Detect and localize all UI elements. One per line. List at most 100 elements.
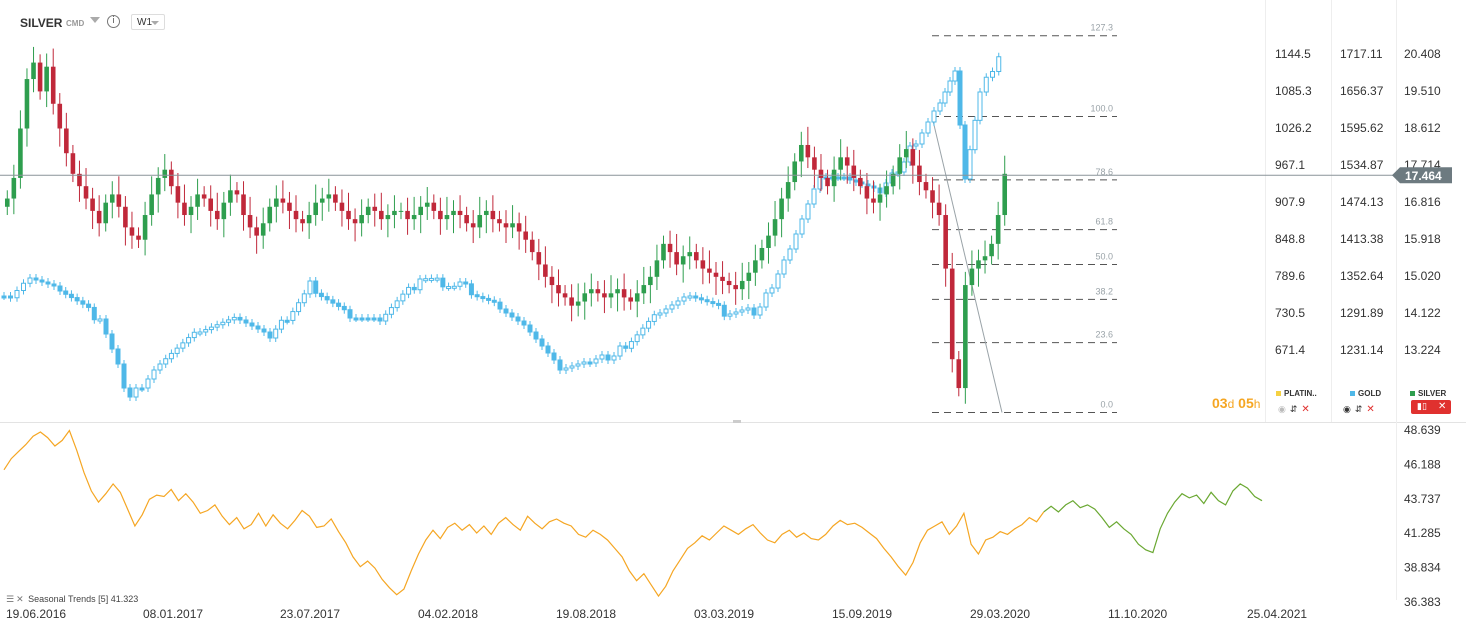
gold-candle	[243, 319, 249, 324]
gold-candle	[91, 306, 97, 321]
legend-platinum-swatch	[1276, 391, 1281, 397]
gold-candle	[103, 318, 109, 335]
x-axis-tick-label: 04.02.2018	[418, 607, 478, 621]
silver-candle	[785, 182, 791, 199]
candlestick-icon[interactable]: ▮▯	[1417, 402, 1427, 412]
gold-candle	[214, 324, 220, 328]
silver-candle	[208, 198, 214, 211]
close-icon[interactable]: ✕	[1301, 404, 1310, 415]
instrument-symbol[interactable]: SILVER	[20, 16, 63, 30]
silver-candle	[923, 182, 929, 191]
gold-candle	[669, 304, 675, 310]
gold-candle	[296, 302, 302, 313]
gold-candle	[865, 183, 871, 187]
gold-candle	[330, 299, 336, 304]
eye-icon[interactable]: ◉	[1278, 405, 1286, 415]
gold-candle	[617, 345, 623, 357]
gold-candle	[51, 283, 57, 287]
info-icon[interactable]: i	[107, 15, 120, 28]
gold-candle	[563, 367, 569, 371]
gold-candle	[687, 295, 693, 299]
sort-icon[interactable]: ⇵	[1289, 405, 1298, 415]
gold-candle	[657, 312, 663, 316]
silver-candle	[162, 169, 168, 178]
gold-candle	[255, 325, 261, 330]
gold-candle	[14, 290, 20, 299]
fib-level-label: 127.3	[1090, 23, 1113, 33]
gold-candle	[521, 320, 527, 326]
gold-candle	[605, 354, 611, 361]
silver-candle	[969, 268, 975, 286]
silver-candle	[963, 285, 968, 389]
silver-candle	[188, 206, 194, 216]
seasonal-trend-line-history	[3, 429, 1045, 598]
fib-trend-line	[931, 116, 1003, 413]
instrument-dropdown-icon[interactable]	[90, 17, 100, 23]
silver-candle	[589, 289, 594, 294]
silver-candle	[976, 260, 981, 269]
gold-candle	[68, 293, 74, 299]
gold-candle	[203, 329, 209, 333]
menu-icon[interactable]: ☰	[6, 595, 15, 605]
gold-candle	[168, 352, 174, 360]
legend-silver[interactable]: SILVER	[1410, 389, 1446, 398]
axis-middle-tick-label: 1534.87	[1340, 158, 1384, 172]
silver-candle	[543, 264, 548, 277]
close-icon[interactable]: ✕	[16, 595, 24, 605]
axis-middle-tick-label: 1717.11	[1340, 47, 1383, 61]
gold-candle	[937, 102, 943, 112]
silver-candle	[31, 62, 36, 80]
pane-resize-handle	[733, 420, 741, 423]
silver-candle	[871, 198, 876, 203]
silver-candle	[274, 198, 279, 207]
gold-candle	[109, 333, 115, 350]
gold-candle	[157, 363, 163, 371]
gold-candle	[757, 306, 763, 316]
close-icon[interactable]: ✕	[1366, 404, 1375, 415]
countdown-hours: 05	[1238, 395, 1254, 411]
gold-candle	[8, 295, 13, 299]
gold-candle	[249, 322, 255, 327]
gold-candle	[716, 302, 722, 306]
eye-icon[interactable]: ◉	[1343, 405, 1351, 415]
gold-candle	[186, 337, 192, 344]
gold-candle	[324, 296, 330, 301]
gold-candle	[990, 71, 995, 78]
silver-candle	[713, 272, 719, 277]
silver-candle	[739, 280, 745, 290]
gold-candle	[587, 361, 593, 365]
legend-platinum[interactable]: PLATIN..	[1276, 389, 1317, 398]
gold-candle	[972, 119, 978, 151]
silver-candle	[424, 202, 430, 207]
gold-candle	[145, 378, 151, 389]
silver-candle	[451, 210, 456, 216]
gold-candle	[359, 317, 365, 321]
silver-candle	[831, 169, 837, 187]
instrument-type: CMD	[66, 19, 85, 28]
gold-candle	[919, 132, 925, 145]
silver-candle	[470, 223, 476, 228]
silver-candle	[431, 202, 437, 211]
gold-candle	[931, 110, 937, 123]
silver-candle	[4, 198, 10, 207]
silver-candle	[234, 190, 240, 195]
time-axis: 19.06.2016 08.01.2017 23.07.2017 04.02.2018…	[6, 607, 1307, 621]
gold-candle	[575, 363, 581, 367]
silver-candle	[57, 103, 63, 129]
gold-candle	[86, 303, 92, 308]
close-icon[interactable]: ✕	[1438, 401, 1447, 412]
silver-candle	[497, 219, 502, 224]
silver-candle	[24, 79, 30, 129]
legend-silver-controls[interactable]: ▮▯ ✕	[1411, 400, 1451, 414]
interval-select[interactable]: W1	[131, 14, 165, 30]
sort-icon[interactable]: ⇵	[1354, 405, 1363, 415]
gold-candle	[539, 338, 545, 347]
axis-left-tick-label: 730.5	[1275, 306, 1305, 320]
gold-candle	[663, 308, 669, 314]
silver-candle	[818, 169, 824, 178]
gold-candle	[486, 297, 492, 301]
legend-gold[interactable]: GOLD	[1350, 389, 1381, 398]
gold-candle	[411, 286, 417, 291]
study-axis-tick-label: 41.285	[1404, 526, 1441, 540]
